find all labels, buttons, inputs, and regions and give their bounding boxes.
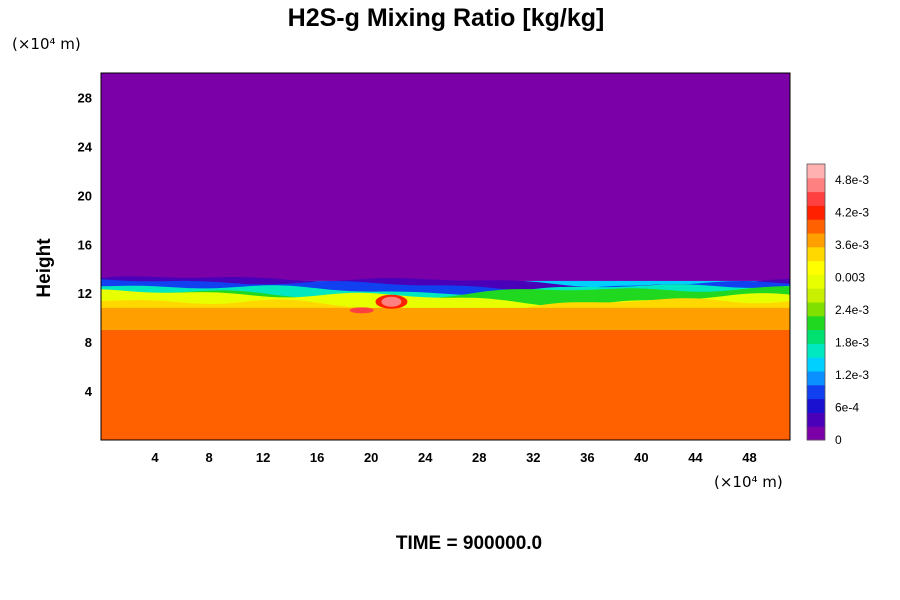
x-tick-label: 12 bbox=[256, 450, 270, 465]
colorbar-tick-label: 4.2e-3 bbox=[835, 206, 869, 220]
colorbar-tick-label: 2.4e-3 bbox=[835, 303, 869, 317]
colorbar-swatch bbox=[807, 357, 825, 372]
y-tick-label: 8 bbox=[85, 335, 92, 350]
x-tick-label: 32 bbox=[526, 450, 540, 465]
colorbar-swatch bbox=[807, 164, 825, 179]
colorbar-swatch bbox=[807, 329, 825, 344]
x-unit-label: (×10⁴ m) bbox=[714, 473, 783, 491]
colorbar: 0 6e-4 1.2e-3 1.8e-3 2.4e-3 0.003 3.6e-3 4.2e-3… bbox=[806, 163, 869, 447]
y-tick-label: 4 bbox=[85, 384, 93, 399]
colorbar-swatch bbox=[807, 205, 825, 220]
colorbar-tick-label: 6e-4 bbox=[835, 401, 859, 415]
colorbar-tick-label: 0.003 bbox=[835, 271, 865, 285]
colorbar-swatch bbox=[807, 191, 825, 206]
region-upper-layer bbox=[101, 73, 790, 281]
colorbar-swatch bbox=[807, 371, 825, 386]
time-label: TIME = 900000.0 bbox=[396, 533, 542, 554]
colorbar-swatch bbox=[807, 302, 825, 317]
colorbar-swatch bbox=[807, 260, 825, 275]
x-tick-label: 44 bbox=[688, 450, 703, 465]
y-tick-label: 20 bbox=[78, 188, 92, 203]
colorbar-tick-label: 4.8e-3 bbox=[835, 173, 869, 187]
y-unit-label: (×10⁴ m) bbox=[12, 35, 81, 53]
colorbar-swatch bbox=[807, 246, 825, 262]
chart-title: H2S-g Mixing Ratio [kg/kg] bbox=[288, 4, 605, 32]
x-tick-label: 40 bbox=[634, 450, 648, 465]
colorbar-tick-label: 1.8e-3 bbox=[835, 336, 869, 350]
colorbar-swatch bbox=[807, 426, 825, 441]
x-axis-ticks: 4 8 12 16 20 24 28 32 36 40 44 48 bbox=[151, 450, 756, 465]
mixed-layer-fill bbox=[101, 307, 790, 330]
colorbar-swatch bbox=[807, 274, 825, 289]
colorbar-swatch bbox=[807, 384, 825, 400]
lower-layer-overlay bbox=[101, 329, 790, 440]
colorbar-swatch bbox=[807, 233, 825, 248]
x-tick-label: 24 bbox=[418, 450, 433, 465]
x-tick-label: 4 bbox=[151, 450, 159, 465]
y-tick-label: 16 bbox=[78, 237, 92, 252]
colorbar-frame bbox=[806, 163, 826, 441]
x-tick-label: 20 bbox=[364, 450, 378, 465]
x-tick-label: 16 bbox=[310, 450, 324, 465]
x-tick-label: 28 bbox=[472, 450, 486, 465]
colorbar-swatch bbox=[807, 288, 825, 303]
x-tick-label: 36 bbox=[580, 450, 594, 465]
x-tick-label: 48 bbox=[742, 450, 756, 465]
colorbar-tick-label: 1.2e-3 bbox=[835, 368, 869, 382]
y-axis-label: Height bbox=[34, 238, 55, 298]
colorbar-swatch bbox=[807, 398, 825, 413]
colorbar-tick-label: 0 bbox=[835, 433, 842, 447]
colorbar-swatch bbox=[807, 177, 825, 193]
y-tick-label: 28 bbox=[78, 90, 92, 105]
y-axis-ticks: 4 8 12 16 20 24 28 bbox=[78, 90, 93, 399]
colorbar-swatch bbox=[807, 219, 825, 234]
colorbar-swatch bbox=[807, 343, 825, 358]
hotspot-contour-2 bbox=[386, 297, 397, 306]
colorbar-tick-label: 3.6e-3 bbox=[835, 238, 869, 252]
x-tick-label: 8 bbox=[205, 450, 212, 465]
y-tick-label: 12 bbox=[78, 286, 92, 301]
colorbar-swatch bbox=[807, 315, 825, 331]
colorbar-swatch bbox=[807, 412, 825, 427]
y-tick-label: 24 bbox=[78, 139, 93, 154]
plot-area bbox=[100, 72, 791, 441]
plot-frame bbox=[100, 72, 791, 441]
secondary-hotspot bbox=[349, 307, 374, 314]
